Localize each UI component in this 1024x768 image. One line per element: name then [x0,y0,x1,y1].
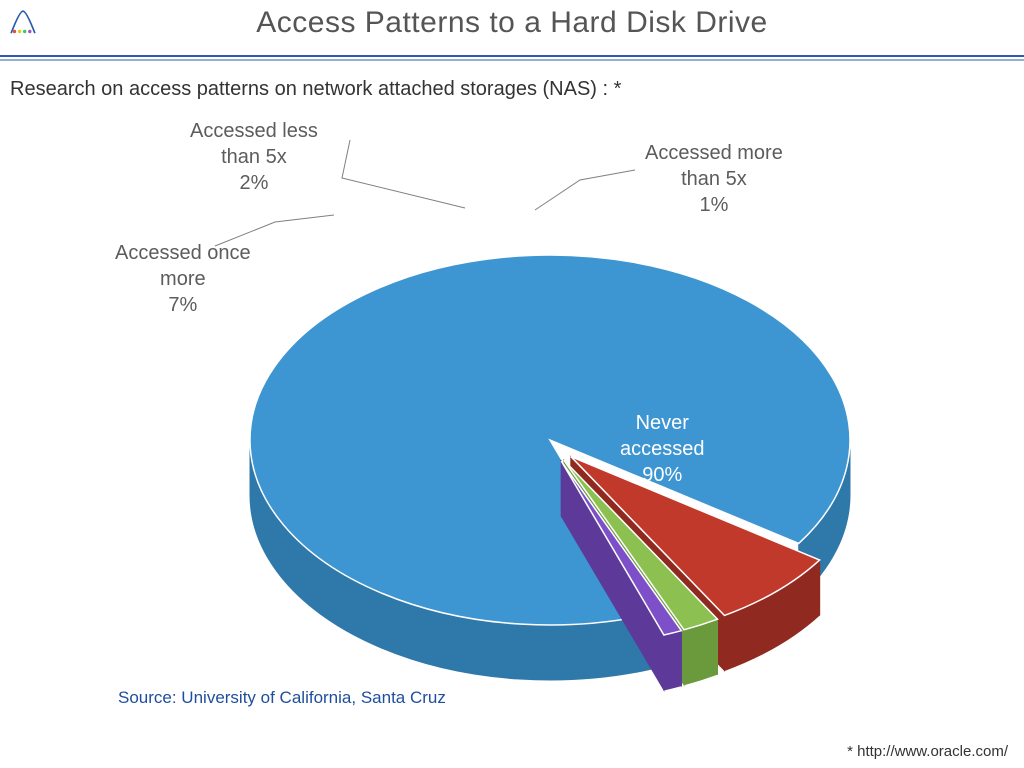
pie-label-line1: Accessed less [190,120,318,142]
pie-label-pct: 7% [168,294,197,316]
pie-label-gt5: Accessed more than 5x 1% [645,140,783,218]
pie-label-line2: accessed [620,438,705,460]
pie-label-pct: 90% [642,464,682,486]
slide-root: Access Patterns to a Hard Disk Drive Res… [0,0,1024,768]
pie-label-line2: more [160,268,206,290]
pie-label-line1: Accessed once [115,242,251,264]
pie-label-line1: Never [636,412,689,434]
slide-title: Access Patterns to a Hard Disk Drive [0,6,1024,40]
pie-label-lt5: Accessed less than 5x 2% [190,118,318,196]
pie-label-never: Never accessed 90% [620,410,705,488]
pie-label-once: Accessed once more 7% [115,240,251,318]
subtitle-text: Research on access patterns on network a… [10,78,621,101]
source-text: Source: University of California, Santa … [118,688,446,708]
pie-label-line2: than 5x [681,168,747,190]
pie-label-pct: 2% [239,172,268,194]
footnote-text: * http://www.oracle.com/ [847,743,1008,760]
pie-label-line2: than 5x [221,146,287,168]
pie-chart: Neveraccessed90%Accessed oncemore7%Acces… [60,110,960,670]
pie-label-line1: Accessed more [645,142,783,164]
pie-label-pct: 1% [699,194,728,216]
